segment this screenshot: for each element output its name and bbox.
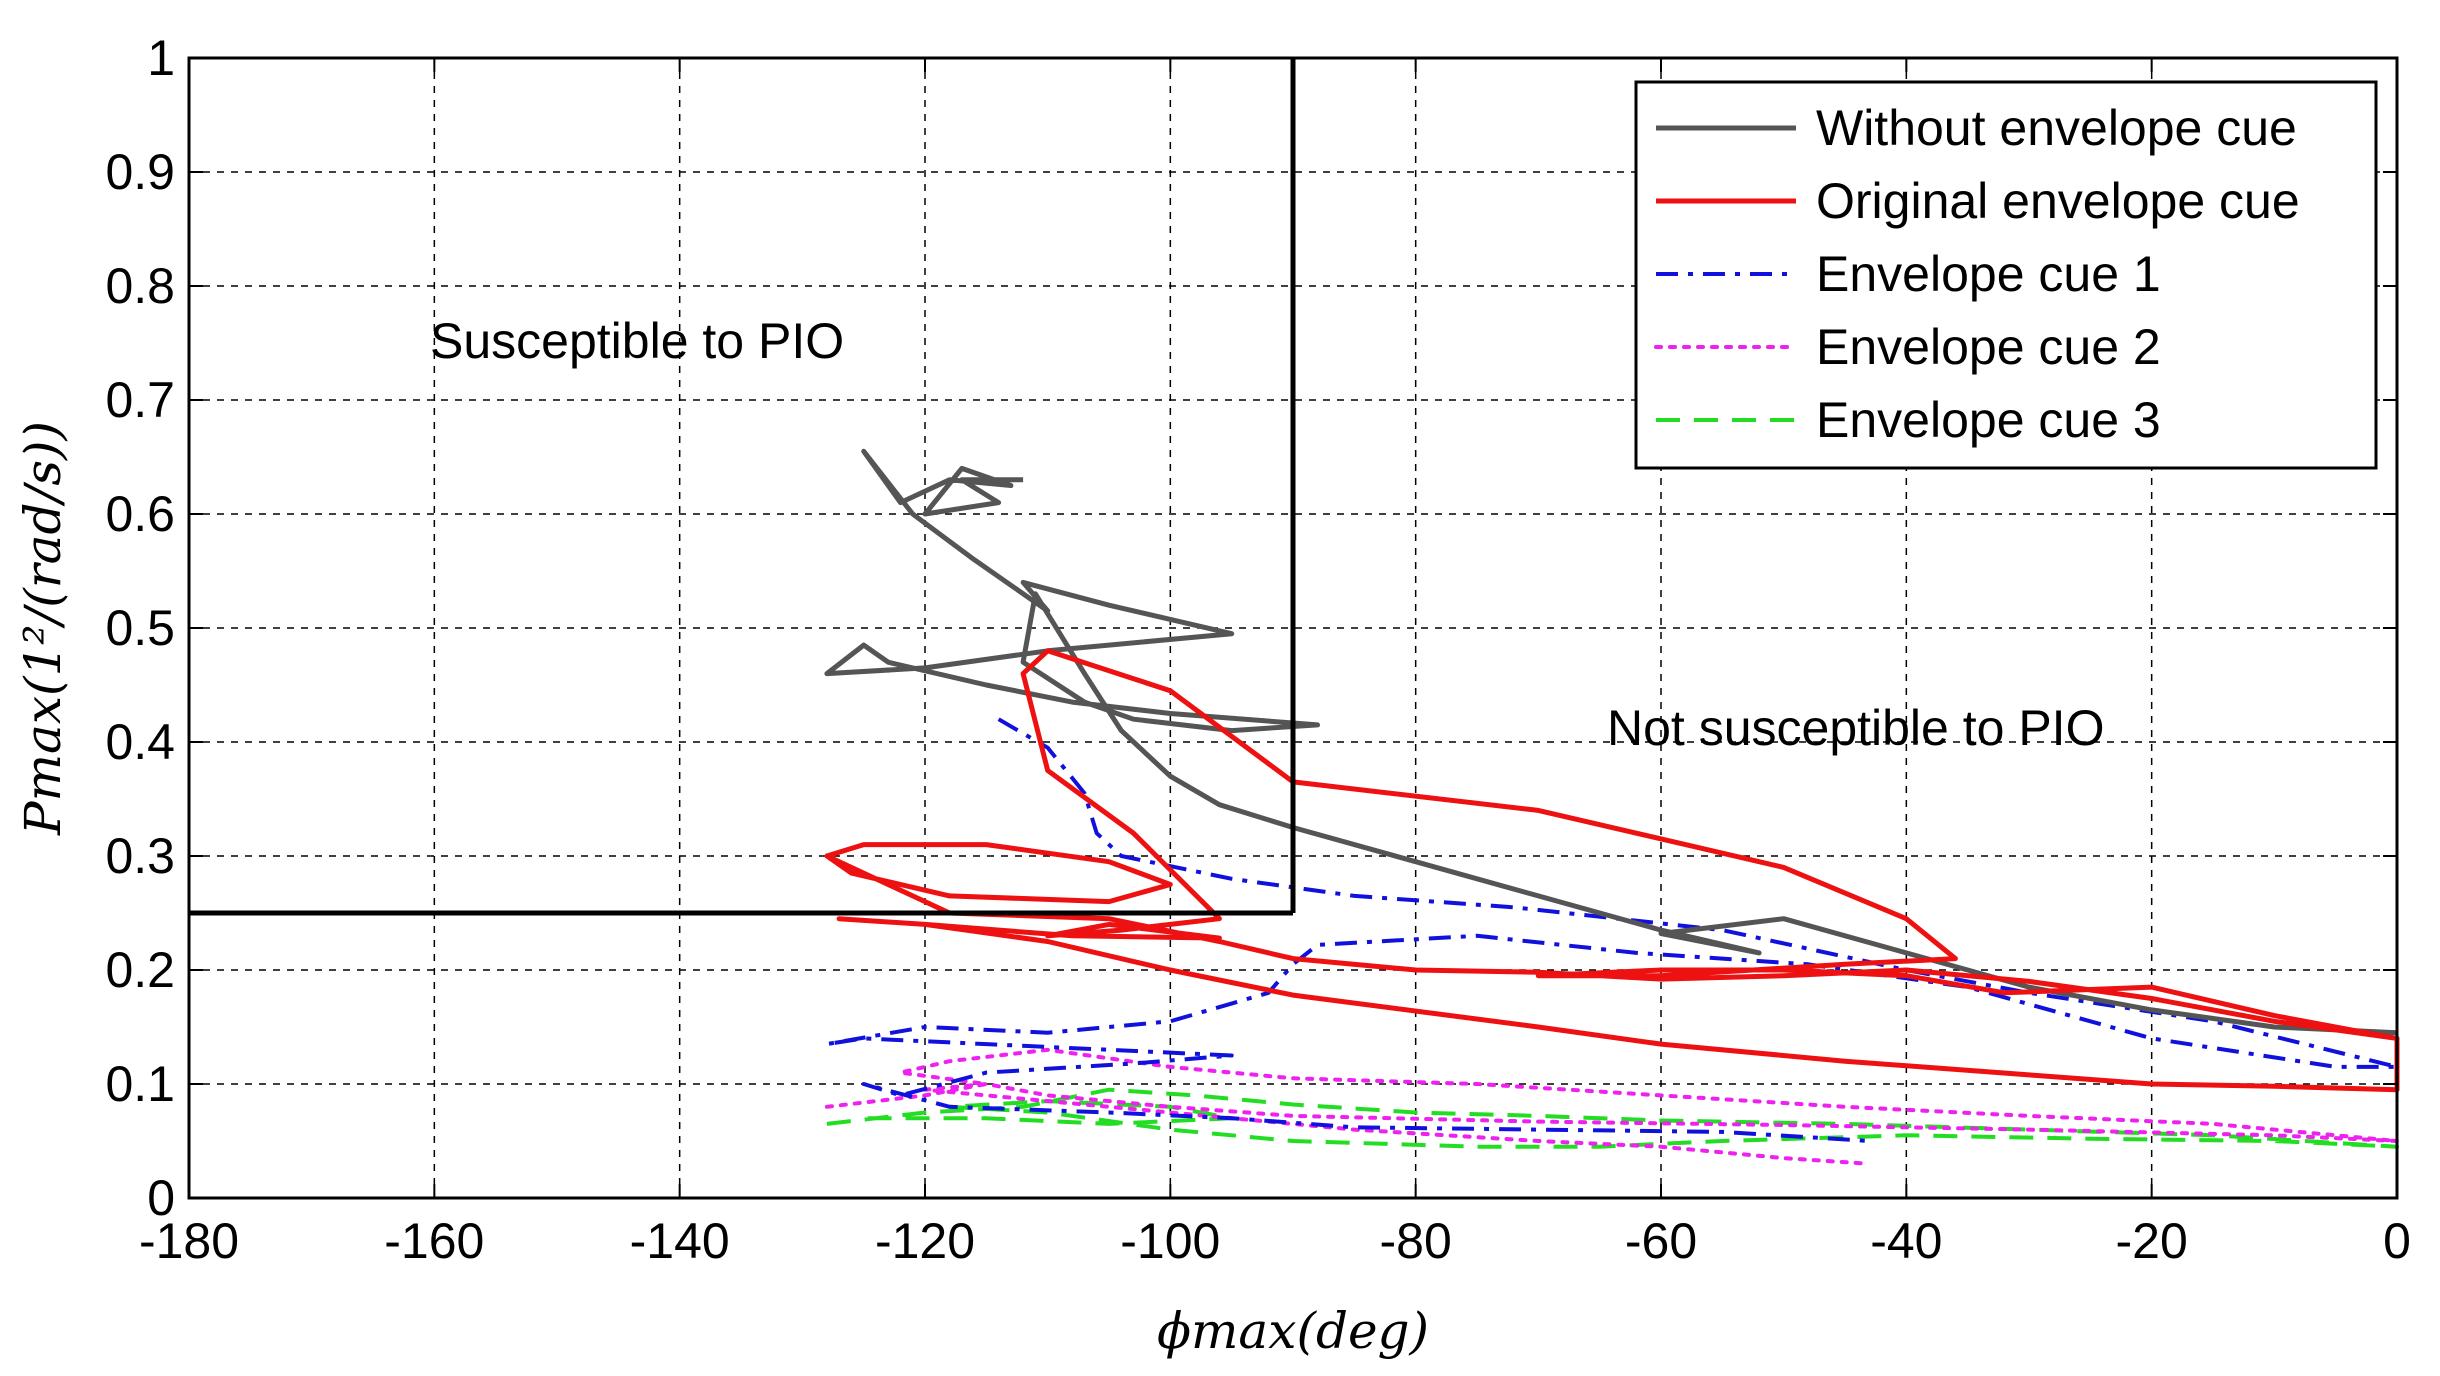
y-tick-label: 0.1 (105, 1056, 175, 1112)
y-tick-label: 0.9 (105, 144, 175, 200)
legend: Without envelope cue Original envelope cu… (1634, 80, 2378, 470)
x-tick-label: -80 (1380, 1213, 1452, 1269)
legend-label-envelope-cue-2: Envelope cue 2 (1816, 319, 2161, 375)
y-tick-label: 0.7 (105, 372, 175, 428)
boundary-layer (189, 58, 1296, 916)
y-tick-label: 0.2 (105, 942, 175, 998)
series-line-without-envelope-cue (824, 448, 2398, 1036)
x-tick-label: -100 (1120, 1213, 1220, 1269)
y-tick-label: 0.3 (105, 828, 175, 884)
legend-label-without-envelope-cue: Without envelope cue (1816, 100, 2297, 156)
x-tick-label: -140 (630, 1213, 730, 1269)
region-label-susceptible: Susceptible to PIO (430, 313, 844, 369)
tick-labels: -180 -160 -140 -120 -100 -80 -60 -40 -20 0 0 0.1 0.2… (105, 30, 2410, 1269)
y-tick-label: 0.5 (105, 600, 175, 656)
x-tick-label: -40 (1870, 1213, 1942, 1269)
x-axis-label: ϕmax(deg) (1157, 1302, 1429, 1360)
series-line-envelope-cue-2 (824, 1047, 2399, 1166)
y-tick-label: 0.8 (105, 258, 175, 314)
ticks (188, 57, 2398, 1199)
series-layer (824, 448, 2400, 1166)
x-tick-label: -20 (2116, 1213, 2188, 1269)
y-tick-label: 1 (147, 30, 175, 86)
series-line-envelope-cue-1 (824, 717, 2399, 1143)
legend-label-original-envelope-cue: Original envelope cue (1816, 173, 2300, 229)
region-label-not-susceptible: Not susceptible to PIO (1607, 700, 2104, 756)
x-tick-label: -60 (1625, 1213, 1697, 1269)
y-tick-label: 0 (147, 1170, 175, 1226)
x-tick-label: 0 (2383, 1213, 2411, 1269)
legend-label-envelope-cue-3: Envelope cue 3 (1816, 392, 2161, 448)
y-tick-label: 0.6 (105, 486, 175, 542)
y-tick-label: 0.4 (105, 714, 175, 770)
x-tick-label: -120 (875, 1213, 975, 1269)
x-tick-label: -180 (139, 1213, 239, 1269)
x-tick-label: -160 (384, 1213, 484, 1269)
y-axis-label: Pmax(1²/(rad/s)) (14, 421, 72, 836)
legend-label-envelope-cue-1: Envelope cue 1 (1816, 246, 2161, 302)
